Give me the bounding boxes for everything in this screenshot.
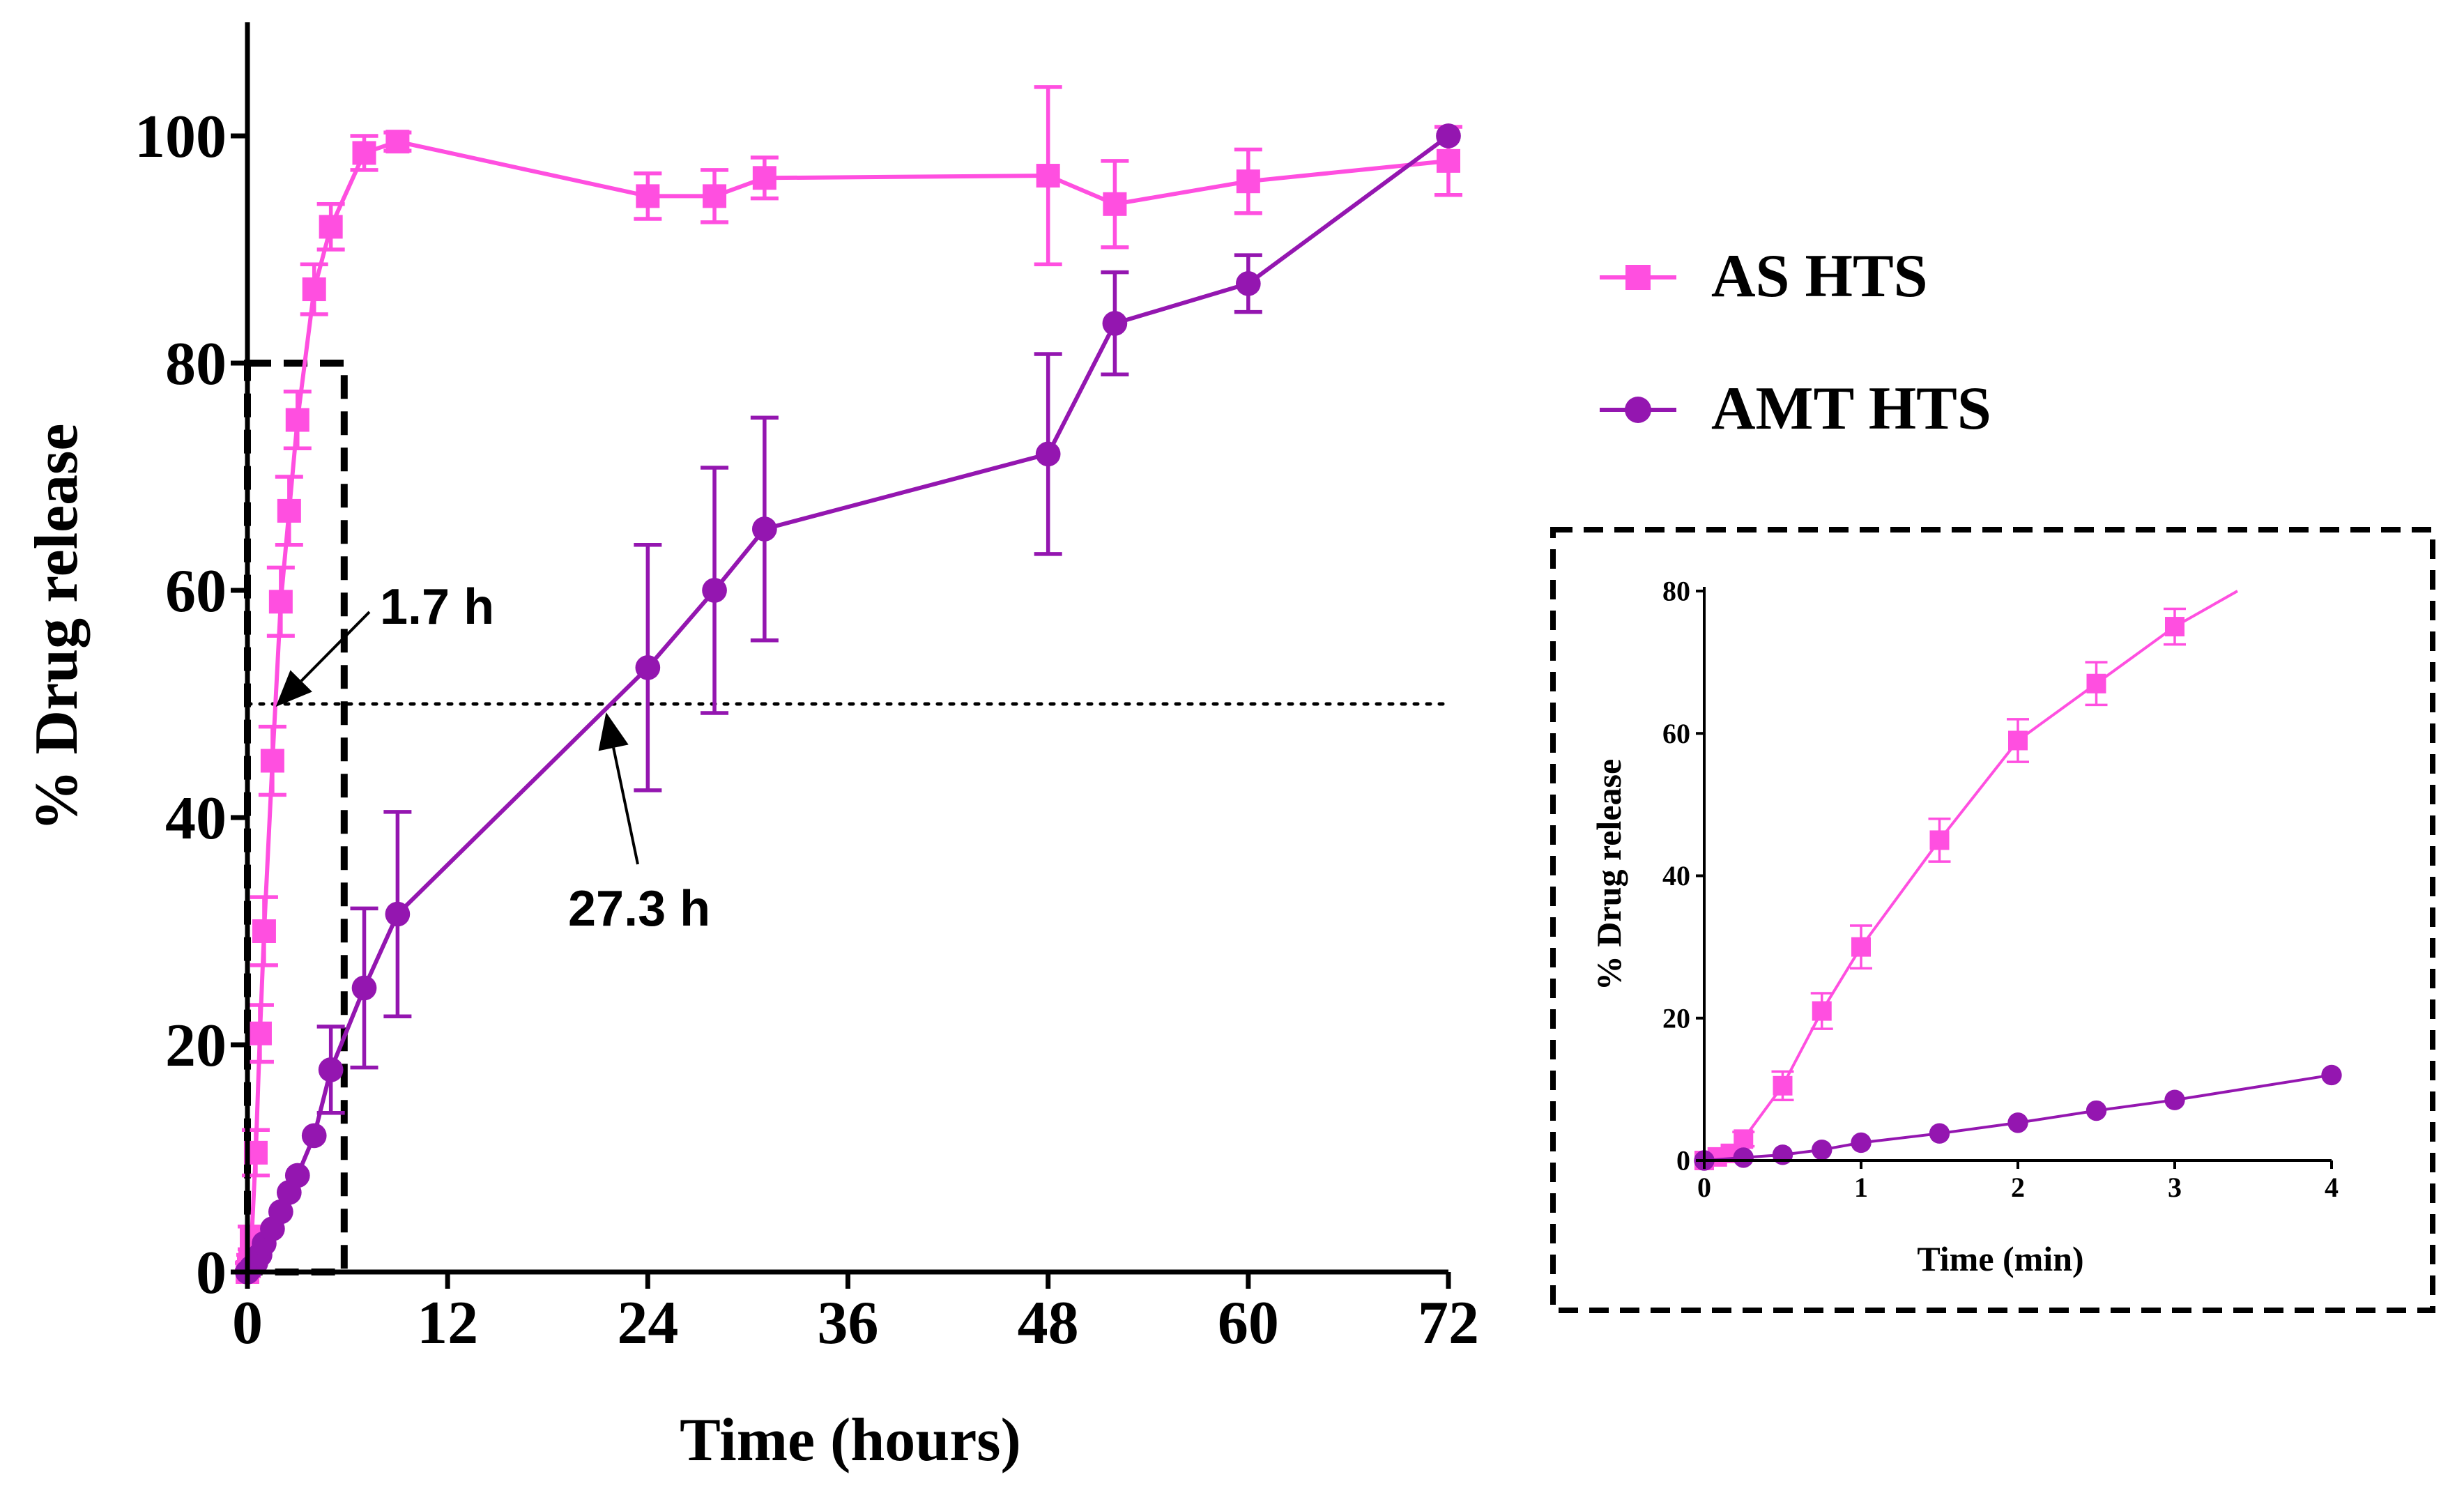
main-x-tick-label: 24 [617, 1289, 678, 1357]
main-point-as-hts [302, 277, 326, 302]
main-series-layer [234, 85, 1462, 1285]
inset-y-tick-label: 80 [1662, 576, 1690, 607]
main-point-as-hts [752, 166, 776, 190]
main-point-as-hts [285, 408, 309, 432]
main-x-tick-label: 36 [818, 1289, 879, 1357]
main-point-amt-hts [702, 578, 727, 603]
arrow-27-3h [598, 712, 639, 865]
inset-point-amt-hts [1772, 1144, 1793, 1165]
main-point-as-hts [319, 215, 343, 239]
main-x-tick-label: 0 [232, 1289, 263, 1357]
annotation-27-3h: 27.3 h [568, 881, 710, 937]
inset-point-amt-hts [2086, 1100, 2107, 1121]
main-point-amt-hts [268, 1199, 293, 1225]
main-point-amt-hts [1436, 123, 1461, 148]
inset-y-axis-label: % Drug release [1589, 759, 1628, 990]
inset-y-tick-label: 0 [1676, 1145, 1690, 1177]
main-x-tick-label: 48 [1018, 1289, 1079, 1357]
main-axes-layer: 0 12 24 36 48 60 72 0 20 40 60 80 100 [135, 22, 1479, 1357]
main-y-tick-label: 80 [165, 330, 227, 398]
inset-point-as-hts [2165, 617, 2184, 637]
legend-item-amt-hts: AMT HTS [1600, 375, 1991, 443]
inset-point-as-hts [2008, 730, 2028, 751]
main-y-tick-label: 100 [135, 103, 227, 171]
inset-point-as-hts [1812, 1001, 1832, 1021]
main-point-as-hts [636, 184, 660, 208]
main-point-as-hts [1236, 169, 1260, 194]
main-line-as-hts [245, 139, 1449, 1273]
main-point-as-hts [352, 141, 376, 165]
main-point-amt-hts [318, 1057, 344, 1082]
inset-point-amt-hts [2007, 1112, 2028, 1133]
main-y-tick-label: 40 [165, 785, 227, 852]
main-point-as-hts [247, 1021, 272, 1045]
inset-line-as-hts [1704, 590, 2238, 1162]
inset-x-tick-label: 2 [2011, 1172, 2025, 1203]
inset-series-layer [1694, 590, 2342, 1171]
main-point-amt-hts [351, 975, 377, 1001]
main-point-as-hts [1437, 148, 1460, 173]
inset-y-tick-label: 40 [1662, 860, 1690, 891]
main-point-amt-hts [284, 1163, 310, 1188]
inset-point-as-hts [1734, 1129, 1754, 1149]
inset-point-as-hts [1851, 937, 1871, 957]
legend-item-as-hts: AS HTS [1600, 243, 1928, 310]
main-plot: 0 12 24 36 48 60 72 0 20 40 60 80 100 Time (hours) %… [23, 22, 1479, 1474]
arrow-1-7h [275, 611, 371, 707]
legend-label-amt-hts: AMT HTS [1711, 375, 1991, 443]
main-point-amt-hts [385, 901, 411, 927]
inset-line-amt-hts [1704, 1073, 2332, 1162]
inset-x-tick-label: 1 [1854, 1172, 1868, 1203]
inset-x-axis-label: Time (min) [1917, 1239, 2083, 1278]
inset-point-amt-hts [1812, 1139, 1832, 1160]
main-point-amt-hts [301, 1123, 327, 1149]
inset-point-as-hts [2086, 673, 2106, 693]
main-point-as-hts [1103, 192, 1127, 216]
inset-point-amt-hts [1929, 1123, 1950, 1144]
inset-point-as-hts [1773, 1075, 1793, 1096]
main-x-tick-label: 72 [1418, 1289, 1479, 1357]
main-y-tick-label: 20 [165, 1012, 227, 1080]
main-point-as-hts [260, 749, 284, 773]
inset-point-as-hts [1929, 830, 1950, 850]
legend: AS HTS AMT HTS [1600, 243, 1991, 443]
main-point-as-hts [252, 919, 276, 943]
main-point-as-hts [1036, 164, 1060, 188]
main-y-tick-label: 0 [196, 1239, 227, 1307]
legend-circle-marker [1625, 397, 1651, 423]
inset-dashed-frame [1550, 527, 2435, 1313]
inset-point-amt-hts [2321, 1064, 2342, 1086]
legend-label-as-hts: AS HTS [1711, 243, 1928, 310]
main-point-as-hts [277, 498, 301, 523]
inset-y-tick-label: 60 [1662, 718, 1690, 749]
inset-point-amt-hts [1733, 1147, 1754, 1168]
main-point-amt-hts [1102, 311, 1128, 336]
inset-point-amt-hts [1851, 1132, 1872, 1154]
main-y-axis-label: % Drug release [23, 424, 91, 832]
inset-x-tick-label: 0 [1697, 1172, 1711, 1203]
main-x-axis-label: Time (hours) [680, 1407, 1021, 1474]
main-point-as-hts [268, 590, 293, 614]
main-point-as-hts [385, 130, 410, 154]
main-point-as-hts [703, 184, 727, 208]
main-point-amt-hts [1235, 271, 1261, 296]
main-y-tick-label: 60 [165, 558, 227, 625]
inset-x-tick-label: 4 [2325, 1172, 2339, 1203]
main-x-tick-label: 12 [417, 1289, 478, 1357]
main-point-amt-hts [1035, 441, 1061, 467]
legend-square-marker [1625, 265, 1651, 290]
annotation-1-7h: 1.7 h [380, 579, 494, 635]
inset-x-tick-label: 3 [2168, 1172, 2182, 1203]
main-point-amt-hts [751, 516, 777, 542]
inset-point-amt-hts [2164, 1089, 2185, 1110]
inset-y-tick-label: 20 [1662, 1002, 1690, 1034]
main-point-amt-hts [635, 654, 661, 680]
main-x-tick-label: 60 [1218, 1289, 1279, 1357]
